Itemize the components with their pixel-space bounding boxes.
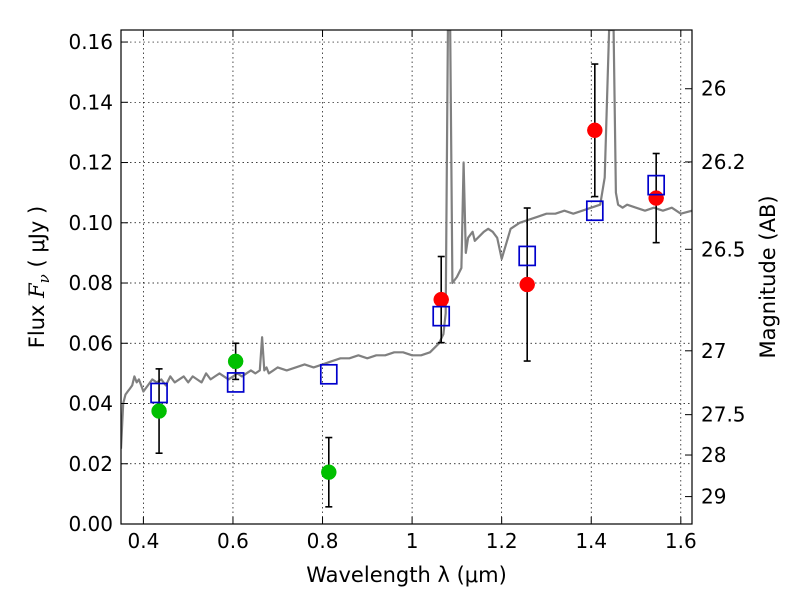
right-tick-label: 26.2 <box>701 150 746 174</box>
y-tick-label: 0.12 <box>68 151 113 175</box>
photometry-points-layer <box>150 63 666 508</box>
model-point-square <box>432 305 451 327</box>
right-tick-label: 27 <box>701 339 726 363</box>
model-point-square <box>585 200 604 222</box>
y-tick-label: 0.14 <box>68 90 113 114</box>
right-tick-label: 29 <box>701 485 726 509</box>
data-point-circle <box>648 190 664 206</box>
x-tick-label: 1.2 <box>486 529 518 553</box>
model-point-square <box>518 245 537 267</box>
right-tick-label: 26.5 <box>701 237 746 261</box>
data-point-circle <box>519 276 535 293</box>
y-tick-label: 0.16 <box>68 30 113 54</box>
data-point-circle <box>587 122 603 139</box>
right-tick-label: 28 <box>701 443 726 467</box>
model-spectrum-line <box>121 30 692 449</box>
x-tick-label: 0.4 <box>127 529 159 553</box>
model-spectrum-layer <box>121 30 692 449</box>
x-tick-label: 1.4 <box>575 529 607 553</box>
data-point-circle <box>321 464 337 480</box>
x-tick-label: 0.8 <box>307 529 339 553</box>
y-tick-label: 0.02 <box>68 452 113 476</box>
model-point-square <box>226 372 245 393</box>
model-point-square <box>319 363 338 385</box>
x-axis-label: Wavelength λ (μm) <box>306 563 507 587</box>
x-tick-label: 1 <box>406 529 419 553</box>
plot-frame <box>120 29 693 525</box>
y-tick-label: 0.04 <box>68 392 113 416</box>
data-point-circle <box>433 291 449 308</box>
x-tick-label: 1.6 <box>665 529 697 553</box>
data-point-circle <box>151 403 167 419</box>
y-axis-label: Flux Fν ( μJy ) <box>25 206 53 348</box>
data-point-circle <box>227 353 244 370</box>
y-tick-label: 0.10 <box>68 211 113 235</box>
y-tick-label: 0.00 <box>68 512 113 536</box>
y-axis-label-right: Magnitude (AB) <box>756 195 780 358</box>
right-tick-label: 27.5 <box>701 403 746 427</box>
y-tick-label: 0.06 <box>68 331 113 355</box>
right-tick-label: 26 <box>701 77 726 101</box>
x-tick-label: 0.6 <box>217 529 249 553</box>
model-point-square <box>647 174 666 196</box>
model-point-square <box>150 382 168 404</box>
y-tick-label: 0.08 <box>68 271 113 295</box>
axis-ticks: 0.4 0.6 0.8 1 1.2 1.4 1.6 0.00 0.02 0.04 0.06 0.08 0… <box>68 30 746 553</box>
